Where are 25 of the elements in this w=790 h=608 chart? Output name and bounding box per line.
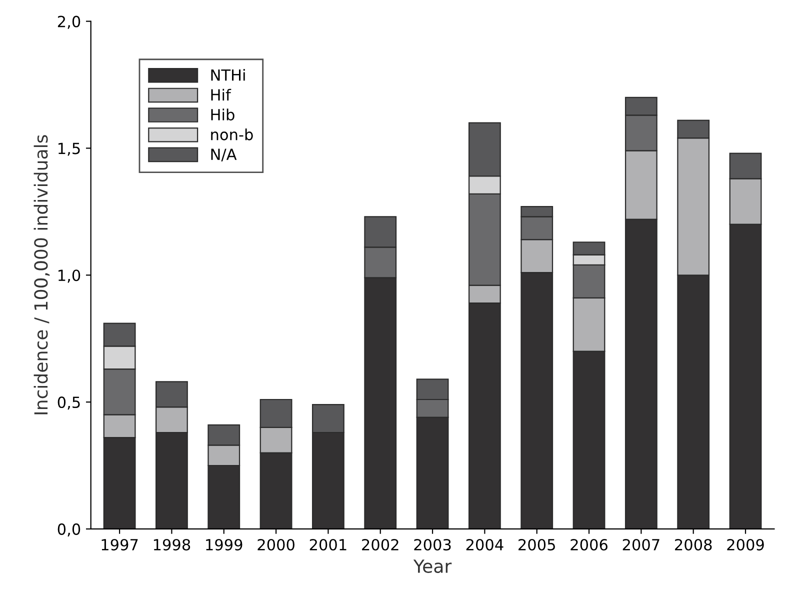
legend-label: NTHi <box>211 69 245 81</box>
x-tick-label: 2004 <box>466 538 504 551</box>
legend-label: Hib <box>211 108 234 120</box>
x-axis-title: Year <box>413 560 452 573</box>
legend-label: Hif <box>211 88 232 100</box>
x-tick-label: 2001 <box>310 538 346 551</box>
x-tick-label: 2003 <box>414 538 451 551</box>
x-tick-label: 2008 <box>675 538 712 551</box>
x-tick-label: 1998 <box>154 538 190 551</box>
x-tick-label: 2006 <box>570 538 608 551</box>
x-tick-label: 2009 <box>727 538 764 551</box>
x-tick-label: 2007 <box>622 538 660 551</box>
x-tick-label: 1997 <box>102 538 138 551</box>
y-tick-label: 1,0 <box>58 270 80 283</box>
x-tick-label: 1999 <box>206 538 242 551</box>
y-tick-label: 0,0 <box>58 523 80 537</box>
legend-label: N/A <box>211 148 237 162</box>
legend-label: non-b <box>211 128 253 140</box>
x-tick-label: 2002 <box>362 538 398 551</box>
x-tick-label: 2000 <box>258 538 294 551</box>
x-tick-label: 2005 <box>518 538 555 551</box>
y-tick-label: 0,5 <box>58 396 80 410</box>
y-axis-title: Incidence / 100,000 individuals <box>34 135 50 414</box>
y-tick-label: 1,5 <box>58 142 80 156</box>
y-tick-label: 2,0 <box>58 16 80 29</box>
